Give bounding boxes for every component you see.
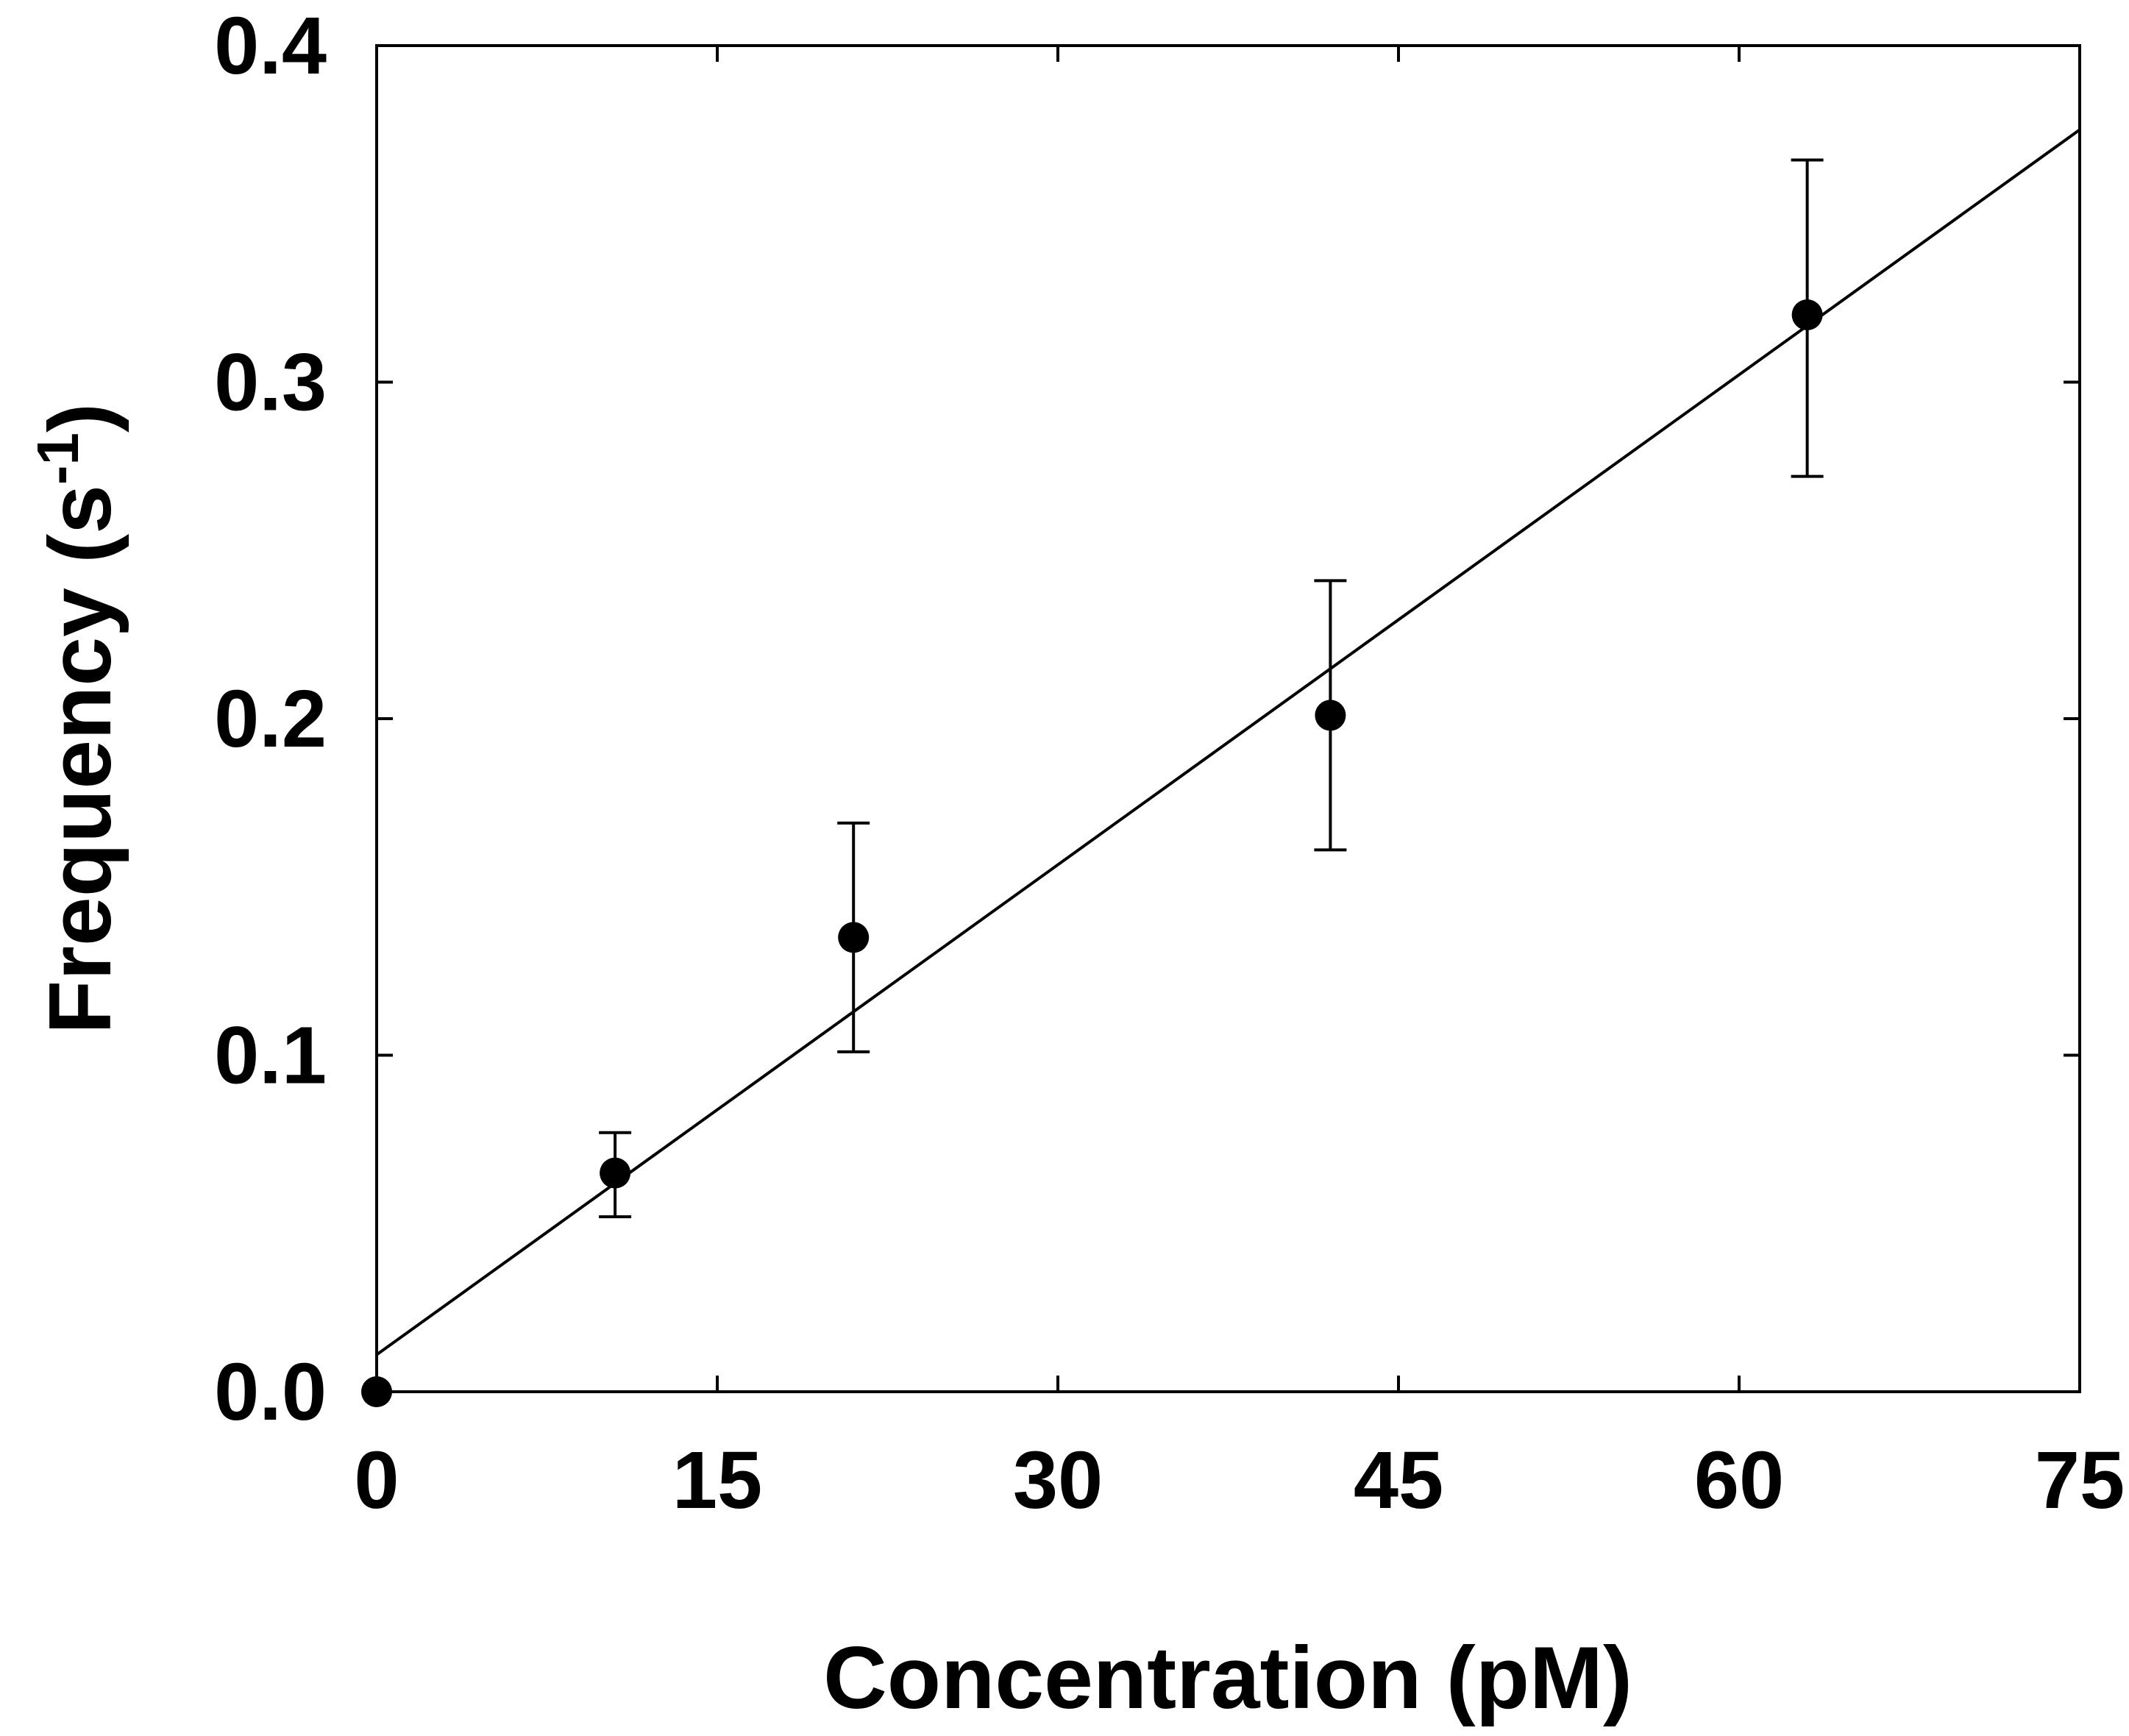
data-point (1315, 700, 1346, 731)
y-axis-title-main: Frequency (s (31, 485, 129, 1034)
y-ticks (377, 44, 2080, 1393)
x-tick-label: 75 (2035, 1435, 2125, 1526)
data-point (600, 1157, 631, 1189)
y-axis-title: Frequency (s-1) (25, 403, 129, 1034)
x-tick-label: 15 (672, 1435, 762, 1526)
data-point (361, 1376, 392, 1407)
y-tick-label: 0.2 (214, 674, 327, 764)
fit-line (375, 128, 2081, 1356)
data-point (838, 922, 870, 953)
x-tick-label: 30 (1013, 1435, 1103, 1526)
x-axis-title: Concentration (pM) (823, 1629, 1632, 1727)
plot-frame (375, 44, 2081, 1393)
y-tick-label: 0.0 (214, 1347, 327, 1437)
y-axis-title-close: ) (31, 403, 129, 433)
y-tick-label: 0.1 (214, 1011, 327, 1101)
x-ticks (375, 46, 2081, 1392)
x-tick-label: 0 (354, 1435, 399, 1526)
error-bars (599, 158, 1824, 1219)
x-tick-label: 45 (1354, 1435, 1443, 1526)
y-tick-label: 0.3 (214, 338, 327, 428)
x-tick-label: 60 (1694, 1435, 1784, 1526)
data-points (361, 299, 1823, 1407)
y-axis-title-superscript: -1 (25, 433, 90, 485)
y-tick-labels: 0.0 0.1 0.2 0.3 0.4 (214, 1, 327, 1437)
y-tick-label: 0.4 (214, 1, 327, 91)
x-tick-labels: 0 15 30 45 60 75 (354, 1435, 2125, 1526)
data-point (1791, 299, 1823, 330)
